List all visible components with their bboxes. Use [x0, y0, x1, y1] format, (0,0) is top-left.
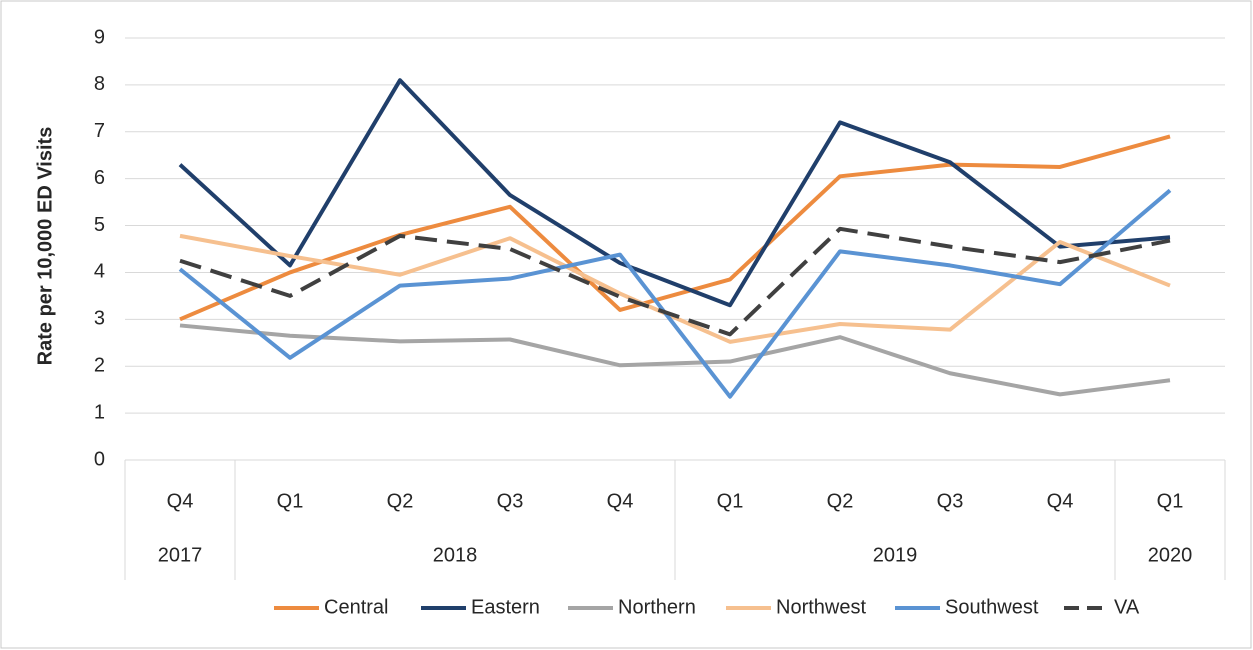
y-tick-label: 1	[94, 401, 105, 423]
x-group-label: 2019	[873, 544, 918, 566]
x-tick-label: Q2	[827, 490, 854, 512]
x-tick-label: Q1	[1157, 490, 1184, 512]
y-tick-label: 4	[94, 261, 105, 283]
series-line	[179, 323, 1171, 397]
legend-label: Eastern	[471, 596, 540, 618]
x-tick-label: Q1	[277, 490, 304, 512]
y-tick-label: 2	[94, 355, 105, 377]
legend-label: VA	[1114, 596, 1140, 618]
legend-label: Northern	[618, 596, 696, 618]
x-group-label: 2017	[158, 544, 203, 566]
y-tick-label: 6	[94, 167, 105, 189]
y-axis-label: Rate per 10,000 ED Visits	[34, 127, 56, 366]
y-tick-label: 0	[94, 448, 105, 470]
legend-label: Central	[324, 596, 388, 618]
series-line	[179, 134, 1171, 322]
x-tick-label: Q3	[937, 490, 964, 512]
legend-label: Northwest	[776, 596, 866, 618]
y-tick-label: 7	[94, 120, 105, 142]
series-line	[178, 188, 1172, 399]
y-tick-label: 8	[94, 73, 105, 95]
x-tick-label: Q2	[387, 490, 414, 512]
x-tick-label: Q4	[1047, 490, 1074, 512]
x-group-label: 2020	[1148, 544, 1193, 566]
x-tick-label: Q4	[607, 490, 634, 512]
y-tick-label: 9	[94, 26, 105, 48]
series-line	[179, 226, 1171, 337]
x-tick-label: Q3	[497, 490, 524, 512]
x-tick-label: Q1	[717, 490, 744, 512]
y-tick-label: 5	[94, 214, 105, 236]
series-line	[178, 78, 1171, 308]
legend-label: Southwest	[945, 596, 1039, 618]
x-group-label: 2018	[433, 544, 478, 566]
x-tick-label: Q4	[167, 490, 194, 512]
y-tick-label: 3	[94, 308, 105, 330]
